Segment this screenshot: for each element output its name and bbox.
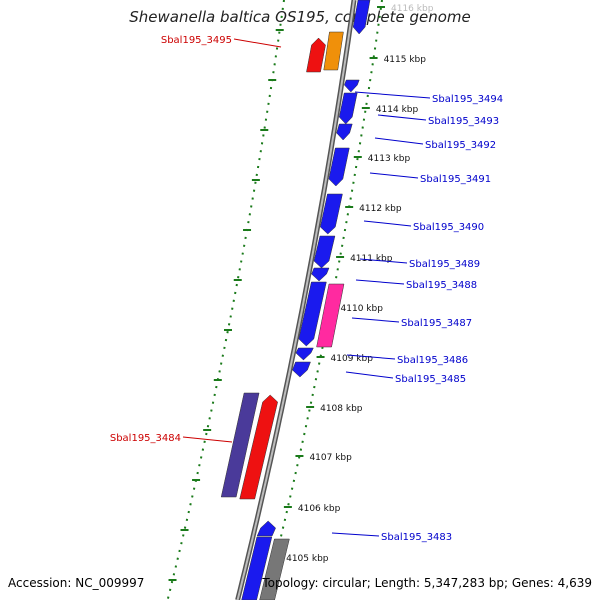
genome-summary-text: Topology: circular; Length: 5,347,283 bp… [262,576,592,590]
gene-label: Sbal195_3495 [161,35,232,46]
gene-block [320,193,343,235]
gene-block [292,361,311,378]
accession-text: Accession: NC_009997 [8,576,145,590]
gene-leader-line [359,258,408,264]
gene-block [336,123,353,141]
gene-block [328,147,350,187]
scale-tick-label: 4105 kbp [286,554,329,564]
scale-tick-label: 4110 kbp [341,304,384,314]
gene-block [316,283,345,348]
gene-block [295,347,314,361]
scale-tick-label: 4106 kbp [298,504,341,514]
gene-block [338,92,358,125]
gene-block [323,31,344,71]
gene-leader-line [354,91,431,99]
gene-label: Sbal195_3483 [381,532,452,543]
gene-label: Sbal195_3494 [432,94,503,105]
outer-ruler-line [166,0,285,600]
gene-label: Sbal195_3490 [413,222,484,233]
gene-block [313,235,336,269]
gene-block [259,538,290,600]
gene-block [311,267,330,282]
gene-leader-line [345,371,394,379]
scale-tick-label: 4107 kbp [309,453,352,463]
gene-leader-line [233,38,282,48]
map-title: Shewanella baltica OS195, complete genom… [129,8,471,26]
gene-block [344,79,360,93]
scale-tick-label: 4113 kbp [368,154,411,164]
gene-leader-line [182,436,233,443]
gene-leader-line [331,532,380,537]
gene-label: Sbal195_3488 [406,280,477,291]
gene-block [306,37,326,73]
gene-leader-line [363,220,412,227]
gene-label: Sbal195_3493 [428,116,499,127]
gene-block [241,536,273,600]
gene-leader-line [355,279,405,285]
backbone-line [236,0,355,600]
gene-leader-line [351,317,400,323]
scale-tick-label: 4115 kbp [384,55,427,65]
gene-block [352,0,371,35]
gene-leader-line [346,354,396,360]
gene-label: Sbal195_3487 [401,318,472,329]
scale-tick-label: 4108 kbp [320,404,363,414]
gene-label: Sbal195_3486 [397,355,468,366]
gene-block [239,394,278,500]
scale-tick-label: 4111 kbp [350,254,393,264]
gene-block [298,281,327,347]
scale-tick-label: 4116 kbp [391,4,434,14]
gene-label: Sbal195_3492 [425,140,496,151]
scale-tick-label: 4114 kbp [376,105,419,115]
gene-label: Sbal195_3489 [409,259,480,270]
gene-block [256,520,276,537]
gene-label: Sbal195_3484 [110,433,181,444]
gene-leader-line [374,137,424,145]
scale-tick-label: 4112 kbp [359,204,402,214]
scale-tick-label: 4109 kbp [331,354,374,364]
gene-leader-line [377,114,427,121]
gene-label: Sbal195_3491 [420,174,491,185]
gene-label: Sbal195_3485 [395,374,466,385]
gene-block [220,392,260,498]
gene-leader-line [369,172,419,179]
